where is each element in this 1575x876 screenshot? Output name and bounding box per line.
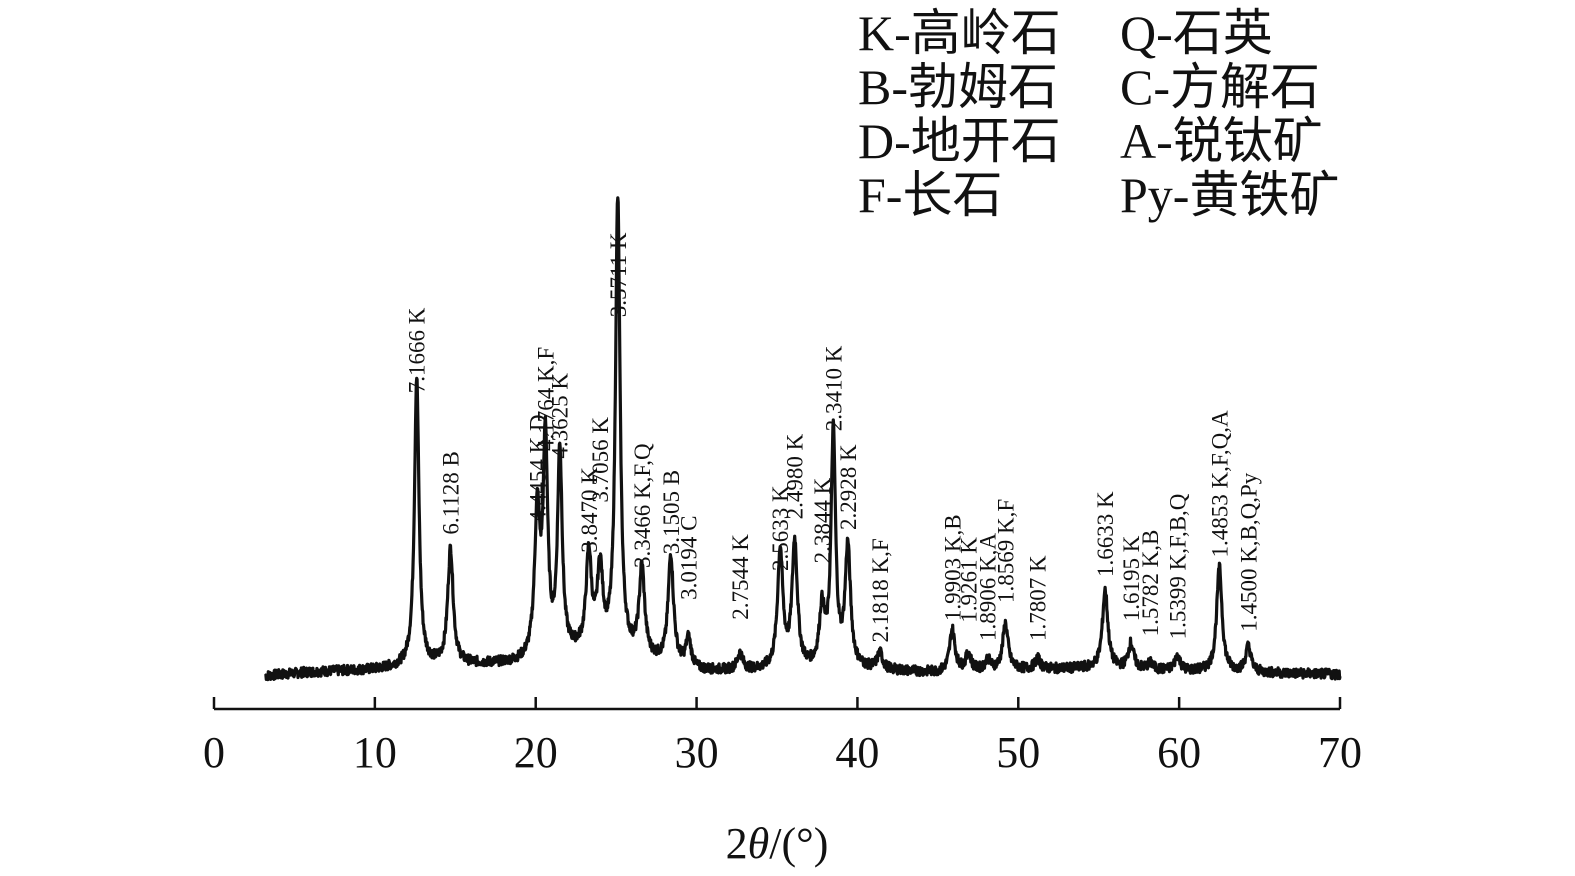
peak-label: 1.6195 K	[1119, 535, 1144, 621]
legend-entry: D-地开石	[858, 113, 1061, 169]
peak-label: 1.9903 K,B	[940, 514, 965, 621]
legend-entry: C-方解石	[1120, 59, 1320, 115]
x-axis: 0 10 20 30 40 50 60 70	[203, 697, 1362, 777]
peak-label: 1.8569 K,F	[993, 499, 1018, 603]
peak-label: 2.1818 K,F	[868, 538, 893, 642]
legend-entry: K-高岭石	[858, 5, 1061, 61]
peak-label: 2.3844 K	[810, 477, 835, 563]
x-tick-label: 60	[1157, 728, 1201, 777]
legend: K-高岭石 Q-石英 B-勃姆石 C-方解石 D-地开石 A-锐钛矿 F-长石 Py-黄铁矿	[858, 5, 1339, 223]
peak-label: 2.7544 K	[728, 534, 753, 620]
x-tick-label: 30	[675, 728, 719, 777]
peak-label: 1.6633 K	[1093, 491, 1118, 577]
peak-label: 3.3466 K,F,Q	[630, 443, 655, 568]
x-tick-label: 0	[203, 728, 225, 777]
peak-label: 1.5782 K,B	[1138, 530, 1163, 637]
peak-label: 2.4980 K	[783, 433, 808, 519]
peak-label: 3.1505 B	[659, 470, 684, 554]
peak-label: 4.3625 K	[548, 373, 573, 459]
legend-entry: F-长石	[858, 167, 1002, 223]
plot-area	[264, 196, 1342, 682]
peak-labels: 7.1666 K 6.1128 B 4.4454 K,D4.1764 K,F4.36…	[405, 232, 1262, 642]
xrd-pattern-line	[264, 196, 1342, 682]
peak-label: 1.7807 K	[1026, 555, 1051, 641]
x-axis-title: 2θ/(°)	[726, 819, 829, 868]
x-axis-title-theta: θ	[748, 819, 770, 868]
x-tick-label: 10	[353, 728, 397, 777]
peak-label: 2.3410 K	[821, 345, 846, 431]
x-tick-label: 70	[1318, 728, 1362, 777]
peak-label: 6.1128 B	[438, 451, 463, 535]
x-tick-label: 40	[835, 728, 879, 777]
peak-label: 3.0194 C	[677, 516, 702, 600]
x-axis-title-prefix: 2	[726, 819, 748, 868]
legend-entry: Py-黄铁矿	[1120, 167, 1339, 223]
peak-label: 7.1666 K	[405, 307, 430, 393]
peak-label: 2.2928 K	[836, 444, 861, 530]
peak-label: 1.9261 K	[956, 537, 981, 623]
peak-label: 3.7056 K	[588, 417, 613, 503]
peak-label: 1.4500 K,B,Q,Py	[1236, 472, 1261, 632]
peak-label: 2.5633 K	[768, 485, 793, 571]
peak-label: 3.8470 K	[577, 467, 602, 553]
x-tick-label: 50	[996, 728, 1040, 777]
x-tick-label: 20	[514, 728, 558, 777]
peak-label: 1.4853 K,F,Q,A	[1207, 410, 1232, 557]
legend-entry: A-锐钛矿	[1120, 113, 1323, 169]
legend-entry: B-勃姆石	[858, 59, 1058, 115]
x-axis-title-unit: /(°)	[769, 819, 828, 868]
peak-label: 4.1764 K,F	[533, 347, 558, 451]
peak-label: 4.4454 K,D	[525, 414, 550, 522]
legend-entry: Q-石英	[1120, 5, 1273, 61]
peak-label: 1.5399 K,F,B,Q	[1166, 493, 1191, 639]
peak-label: 3.5711 K	[606, 232, 631, 317]
peak-label: 1.8906 K,A	[976, 533, 1001, 641]
